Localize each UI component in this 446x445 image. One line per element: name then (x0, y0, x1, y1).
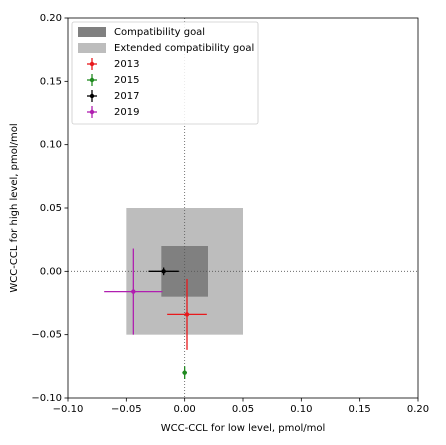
legend-swatch (89, 61, 95, 67)
x-tick-label: 0.05 (232, 404, 254, 415)
y-tick-label: −0.10 (31, 393, 62, 404)
point (182, 370, 187, 375)
y-tick-label: 0.00 (40, 266, 62, 277)
legend-label: Extended compatibility goal (114, 43, 254, 54)
y-tick-label: 0.20 (40, 13, 62, 24)
y-tick-label: 0.05 (40, 203, 62, 214)
legend-label: 2019 (114, 107, 139, 118)
y-axis-label: WCC-CCL for high level, pmol/mol (9, 123, 20, 292)
x-tick-label: 0.00 (174, 404, 196, 415)
legend-swatch (78, 43, 106, 53)
legend-swatch (89, 93, 95, 99)
point (184, 312, 190, 317)
legend-swatch (89, 77, 95, 83)
legend-label: Compatibility goal (114, 27, 205, 38)
legend-box (71, 21, 259, 125)
y-tick-label: 0.15 (40, 76, 62, 87)
point (161, 269, 166, 274)
x-tick-label: −0.05 (111, 404, 142, 415)
y-tick-label: 0.10 (40, 140, 62, 151)
x-tick-label: 0.15 (349, 404, 371, 415)
legend-label: 2015 (114, 75, 139, 86)
point (131, 289, 136, 294)
legend-label: 2017 (114, 91, 139, 102)
x-axis-label: WCC-CCL for low level, pmol/mol (161, 423, 326, 434)
legend-label: 2013 (114, 59, 139, 70)
legend-swatch (89, 109, 95, 115)
y-tick-label: −0.05 (31, 330, 62, 341)
x-tick-label: 0.20 (407, 404, 429, 415)
x-tick-label: −0.10 (53, 404, 84, 415)
legend-swatch (78, 27, 106, 37)
x-tick-label: 0.10 (290, 404, 312, 415)
